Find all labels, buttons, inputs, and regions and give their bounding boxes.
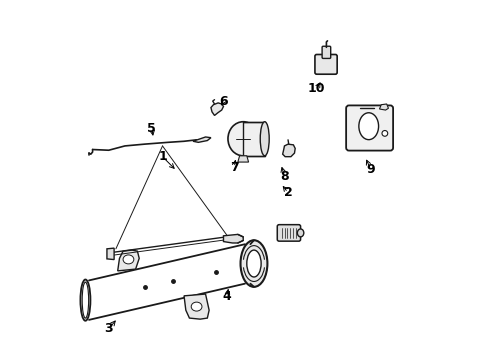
Circle shape — [382, 131, 388, 136]
Polygon shape — [283, 144, 295, 157]
Ellipse shape — [80, 279, 91, 321]
Text: 5: 5 — [147, 122, 156, 135]
Polygon shape — [184, 294, 209, 319]
Text: 3: 3 — [104, 322, 113, 335]
Polygon shape — [118, 250, 139, 271]
Polygon shape — [193, 137, 211, 142]
Polygon shape — [379, 104, 389, 110]
Text: 8: 8 — [280, 170, 289, 183]
Ellipse shape — [123, 255, 134, 264]
FancyBboxPatch shape — [277, 225, 300, 241]
Ellipse shape — [241, 240, 268, 287]
FancyBboxPatch shape — [322, 46, 331, 58]
Text: 1: 1 — [158, 150, 167, 163]
Ellipse shape — [297, 229, 304, 237]
FancyBboxPatch shape — [315, 54, 337, 74]
FancyBboxPatch shape — [346, 105, 393, 150]
Polygon shape — [238, 156, 248, 162]
Ellipse shape — [260, 122, 269, 156]
Polygon shape — [223, 234, 243, 243]
Ellipse shape — [228, 122, 258, 156]
Text: 6: 6 — [219, 95, 228, 108]
Ellipse shape — [359, 113, 379, 140]
Text: 10: 10 — [308, 82, 325, 95]
Text: 7: 7 — [230, 161, 239, 174]
Ellipse shape — [82, 282, 89, 318]
Ellipse shape — [247, 250, 261, 277]
Ellipse shape — [191, 302, 202, 311]
Text: 4: 4 — [222, 290, 231, 303]
Polygon shape — [211, 103, 223, 116]
Text: 9: 9 — [366, 163, 375, 176]
Text: 2: 2 — [284, 186, 293, 199]
Polygon shape — [107, 248, 114, 260]
Polygon shape — [243, 122, 265, 156]
